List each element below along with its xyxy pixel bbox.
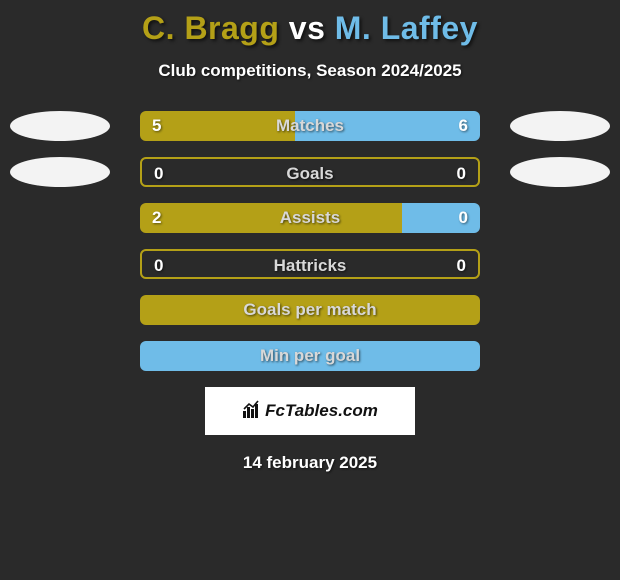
player-photo-right [510, 157, 610, 187]
value-left: 0 [154, 159, 163, 189]
value-left: 2 [152, 203, 161, 233]
value-right: 0 [457, 159, 466, 189]
player-photo-right [510, 111, 610, 141]
bar-segment-right [295, 111, 480, 141]
bar-container: 0 0Hattricks [140, 249, 480, 279]
brand-badge: FcTables.com [205, 387, 415, 435]
bar-segment-full [140, 341, 480, 371]
metric-label: Hattricks [142, 251, 478, 281]
player-photo-left [10, 157, 110, 187]
value-right: 0 [457, 251, 466, 281]
metric-row: 20Assists [0, 203, 620, 233]
player-photo-left [10, 111, 110, 141]
bar-segment-full [140, 295, 480, 325]
date-text: 14 february 2025 [0, 453, 620, 473]
title-part: M. Laffey [335, 10, 478, 46]
value-right: 0 [459, 203, 468, 233]
bar-container: 56Matches [140, 111, 480, 141]
bar-segment-left [140, 203, 402, 233]
metric-row: 56Matches [0, 111, 620, 141]
brand-text: FcTables.com [265, 401, 378, 421]
comparison-infographic: C. Bragg vs M. Laffey Club competitions,… [0, 0, 620, 580]
bar-container: Goals per match [140, 295, 480, 325]
value-left: 0 [154, 251, 163, 281]
subtitle: Club competitions, Season 2024/2025 [0, 61, 620, 81]
value-left: 5 [152, 111, 161, 141]
title-part: C. Bragg [142, 10, 279, 46]
metric-row: Min per goal [0, 341, 620, 371]
chart-area: 56Matches00Goals20Assists00HattricksGoal… [0, 111, 620, 371]
metric-row: Goals per match [0, 295, 620, 325]
bar-segment-left [140, 111, 295, 141]
metric-row: 0 0Goals [0, 157, 620, 187]
page-title: C. Bragg vs M. Laffey [0, 0, 620, 47]
value-right: 6 [459, 111, 468, 141]
metric-label: Goals [142, 159, 478, 189]
bar-container: 20Assists [140, 203, 480, 233]
metric-row: 0 0Hattricks [0, 249, 620, 279]
chart-icon [242, 399, 262, 424]
title-part: vs [279, 10, 334, 46]
bar-container: 0 0Goals [140, 157, 480, 187]
bar-container: Min per goal [140, 341, 480, 371]
bar-segment-right [402, 203, 480, 233]
